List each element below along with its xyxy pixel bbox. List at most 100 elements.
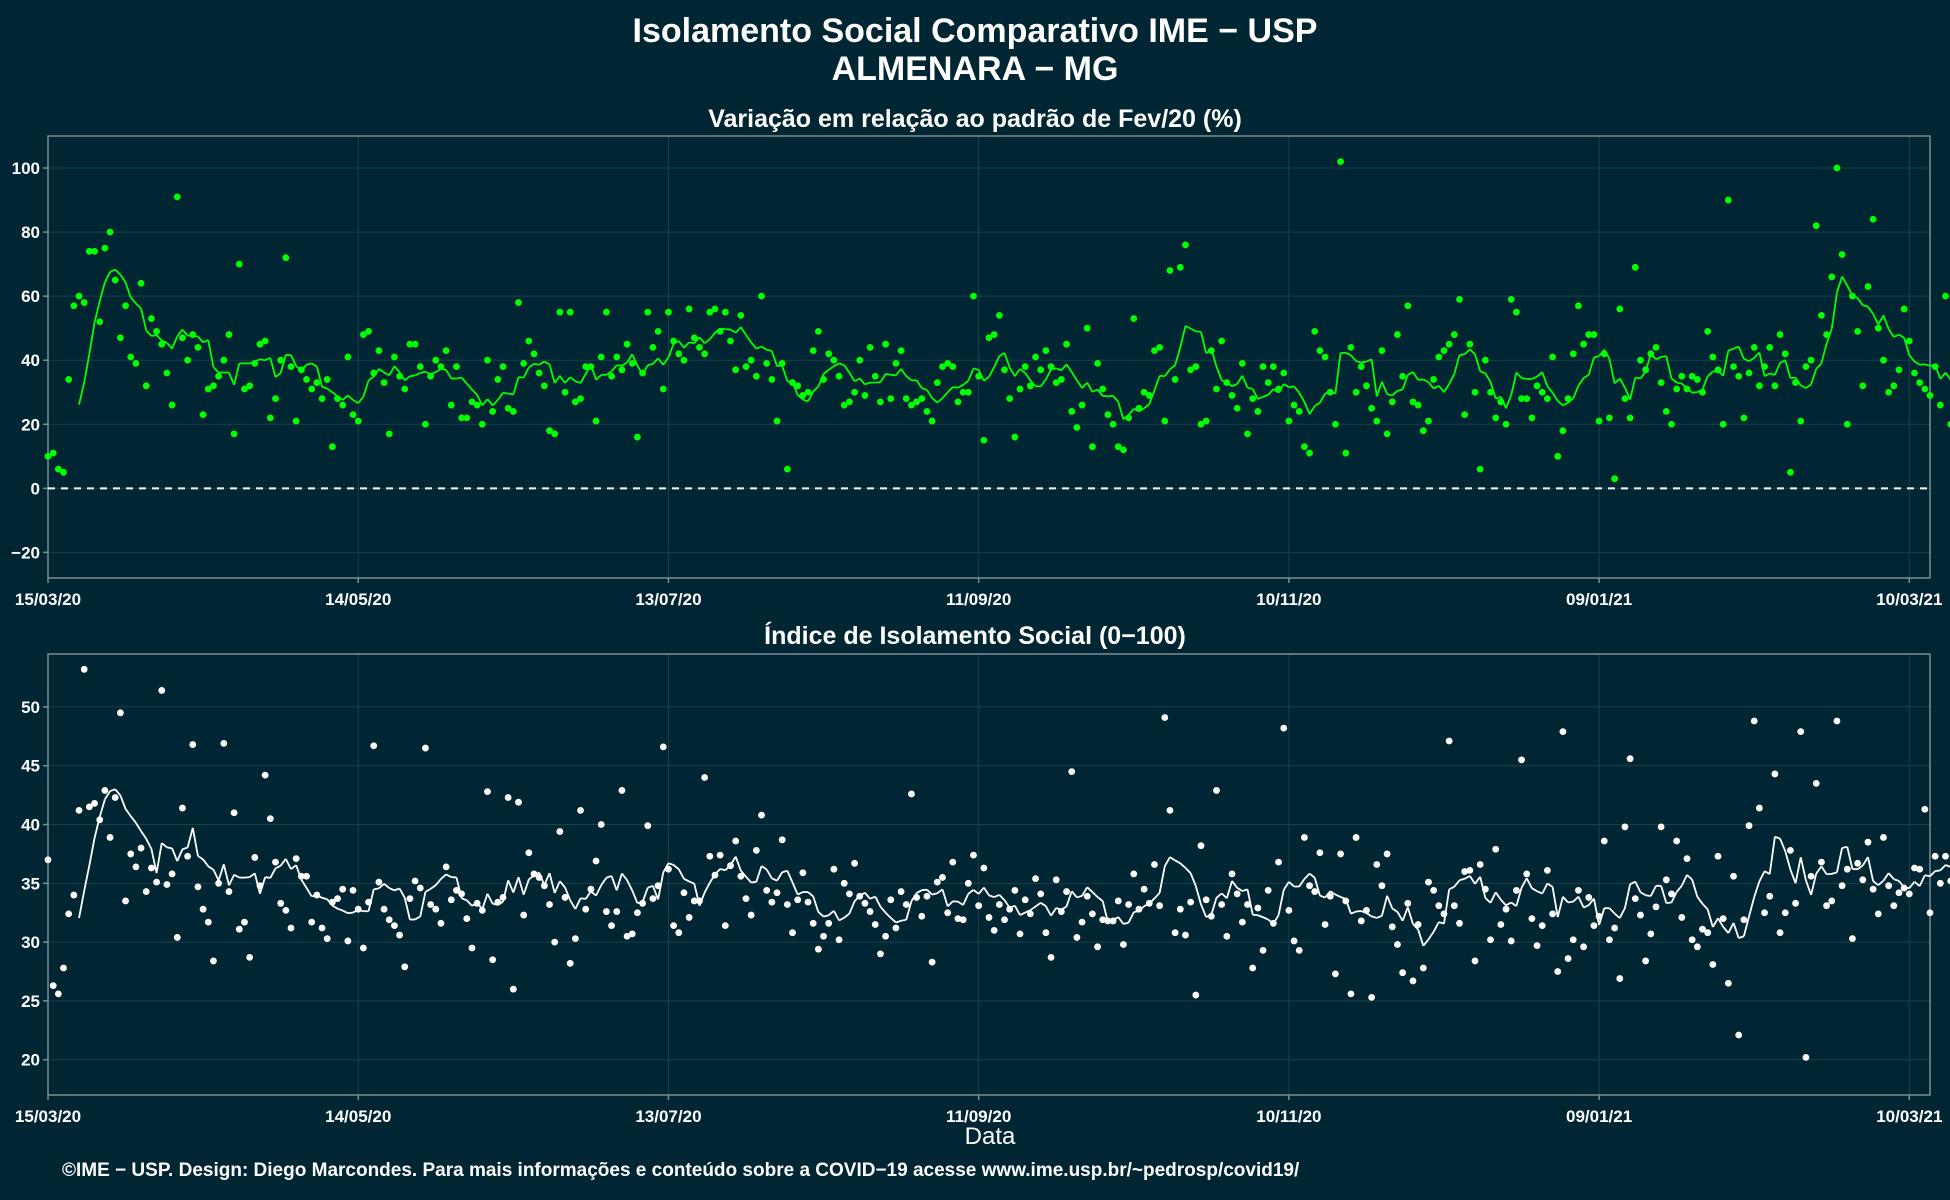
data-point	[1094, 360, 1101, 367]
moving-average-segment	[186, 827, 194, 848]
moving-average-segment	[383, 371, 390, 377]
moving-average-segment	[1618, 907, 1626, 919]
data-point	[871, 921, 879, 928]
data-point	[49, 449, 57, 457]
moving-average-segment	[430, 884, 437, 890]
moving-average-segment	[553, 880, 561, 894]
moving-average-segment	[222, 864, 230, 886]
data-point	[179, 804, 186, 812]
data-point	[1771, 382, 1779, 390]
data-point	[277, 356, 285, 364]
data-point	[644, 822, 652, 830]
moving-average-segment	[1660, 885, 1668, 904]
data-point	[1807, 872, 1815, 880]
moving-average-segment	[1676, 381, 1682, 385]
moving-average-segment	[1401, 374, 1409, 390]
moving-average-segment	[1608, 358, 1616, 384]
moving-average-segment	[1681, 874, 1688, 887]
data-point	[1792, 899, 1799, 907]
data-point	[1859, 876, 1867, 884]
data-point	[251, 854, 259, 861]
moving-average-segment	[1356, 910, 1362, 913]
data-point	[1109, 917, 1117, 925]
moving-average-segment	[1375, 381, 1383, 397]
data-point	[814, 945, 822, 953]
moving-average-segment	[1086, 382, 1094, 393]
data-point	[153, 327, 160, 335]
moving-average-segment	[1753, 881, 1761, 898]
moving-average-segment	[947, 900, 954, 907]
moving-average-segment	[1448, 373, 1456, 385]
data-point	[830, 865, 838, 873]
data-point	[1006, 395, 1014, 403]
moving-average-segment	[921, 387, 928, 391]
data-point	[628, 360, 636, 367]
moving-average-segment	[1862, 304, 1869, 308]
data-point	[928, 417, 936, 425]
data-point	[856, 892, 864, 900]
moving-average-segment	[1242, 888, 1248, 892]
moving-average-segment	[564, 376, 571, 384]
moving-average-segment	[1649, 885, 1657, 897]
moving-average-segment	[916, 889, 923, 894]
data-point	[902, 395, 910, 403]
data-point	[1916, 379, 1924, 387]
data-point	[478, 420, 486, 428]
moving-average-segment	[1484, 897, 1492, 904]
moving-average-segment	[1556, 896, 1564, 918]
data-point	[359, 944, 367, 952]
moving-average-segment	[1029, 905, 1037, 911]
data-point	[354, 905, 362, 913]
data-point	[1388, 923, 1396, 931]
data-point	[1125, 414, 1132, 422]
data-point	[716, 851, 724, 859]
data-point	[1580, 340, 1587, 348]
data-point	[990, 331, 998, 338]
data-point	[1259, 946, 1267, 954]
data-point	[225, 331, 233, 338]
moving-average-segment	[1076, 379, 1083, 389]
moving-average-segment	[1464, 875, 1471, 880]
data-point	[1363, 382, 1370, 390]
moving-average-segment	[83, 865, 91, 892]
moving-average-segment	[900, 918, 907, 922]
data-point	[261, 337, 269, 345]
data-point	[861, 392, 869, 399]
moving-average-segment	[202, 339, 209, 344]
data-point	[711, 305, 719, 313]
data-point	[1032, 875, 1039, 883]
moving-average-segment	[1810, 368, 1818, 385]
moving-average-segment	[740, 326, 747, 336]
data-point	[1001, 916, 1008, 924]
moving-average-segment	[497, 392, 504, 401]
moving-average-segment	[1898, 333, 1905, 339]
moving-average-segment	[1185, 325, 1192, 330]
data-point	[365, 327, 372, 335]
data-point	[520, 911, 528, 919]
moving-average-segment	[1614, 912, 1621, 919]
data-point	[1332, 420, 1339, 428]
data-point	[1326, 388, 1334, 396]
moving-average-segment	[610, 875, 618, 891]
moving-average-segment	[171, 848, 179, 862]
data-point	[975, 902, 983, 910]
data-point	[846, 398, 853, 406]
data-point	[1735, 1031, 1743, 1039]
data-point	[1880, 356, 1887, 364]
moving-average-segment	[321, 896, 328, 901]
moving-average-segment	[998, 894, 1006, 901]
moving-average-segment	[378, 883, 385, 890]
data-point	[939, 874, 946, 881]
data-point	[1471, 957, 1479, 965]
moving-average-segment	[269, 357, 277, 378]
moving-average-segment	[197, 335, 204, 343]
data-point	[235, 260, 243, 268]
moving-average-segment	[1019, 368, 1026, 374]
moving-average-segment	[1732, 922, 1740, 939]
data-point	[1192, 991, 1200, 999]
data-point	[220, 356, 228, 364]
moving-average-segment	[615, 873, 623, 891]
moving-average-segment	[864, 892, 871, 900]
data-point	[1802, 1053, 1810, 1061]
data-point	[447, 896, 455, 904]
